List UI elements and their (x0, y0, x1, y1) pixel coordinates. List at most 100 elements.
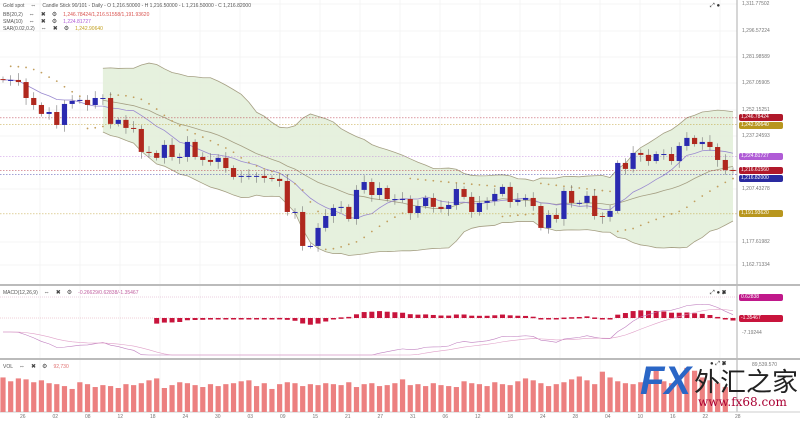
sar-dot (470, 183, 473, 186)
sar-dot (363, 236, 366, 239)
volume-bar (522, 378, 529, 412)
sar-dot (447, 181, 450, 184)
macd-histogram-bar (461, 314, 467, 318)
macd-panel-tools: ⤢ ● ✖ (710, 290, 726, 297)
macd-histogram-bar (415, 314, 421, 318)
candle-body (361, 182, 367, 190)
link-icon[interactable]: ⇔ (30, 3, 37, 9)
sar-dot (670, 213, 673, 215)
sar-dot (101, 125, 104, 128)
volume-bar (269, 388, 275, 412)
candle-body (561, 190, 567, 219)
macd-histogram-bar (576, 316, 582, 319)
sar-dot (601, 189, 604, 192)
close-icon[interactable]: ✖ (721, 361, 727, 367)
link-icon[interactable]: ⇔ (43, 289, 50, 296)
x-axis-label: 28 (735, 414, 741, 420)
dot-icon[interactable]: ● (710, 361, 714, 367)
sar-dot (48, 76, 51, 79)
macd-histogram-bar (284, 318, 290, 320)
symbol-label: Gold spot (3, 3, 25, 9)
price-axis-label: 1,162.71334 (742, 262, 770, 268)
volume-bar (8, 381, 14, 412)
candle-body (292, 211, 298, 213)
candle-body (146, 151, 152, 153)
sar-dot (624, 229, 627, 231)
candle-body (676, 145, 682, 162)
gear-icon[interactable]: ⚙ (63, 26, 70, 32)
candle-body (100, 97, 106, 99)
macd-histogram-bar (438, 315, 444, 318)
dot-icon[interactable]: ● (716, 3, 721, 9)
macd-histogram-bar (661, 311, 667, 318)
candle-body (277, 178, 283, 181)
candle-body (691, 137, 698, 145)
candle-body (407, 199, 413, 214)
gear-icon[interactable]: ⚙ (51, 19, 58, 25)
macd-histogram-bar (453, 314, 459, 318)
volume-bar (253, 386, 260, 412)
link-icon[interactable]: ⇔ (19, 363, 26, 370)
dot-icon[interactable]: ● (716, 290, 721, 296)
link-icon[interactable]: ⇔ (28, 18, 35, 25)
volume-bar (107, 386, 114, 412)
volume-bar (484, 386, 490, 412)
sar-dot (347, 243, 350, 246)
close-icon[interactable]: ✖ (721, 290, 727, 296)
close-icon[interactable]: ✖ (55, 290, 61, 296)
candle-body (223, 157, 229, 169)
link-icon[interactable]: ⇔ (28, 11, 35, 18)
sar-dot (393, 216, 396, 219)
volume-bar (515, 381, 521, 412)
x-axis-label: 27 (377, 414, 384, 420)
volume-bar (61, 386, 68, 412)
candle-body (545, 214, 552, 228)
macd-histogram-bar (476, 315, 482, 318)
volume-panel-tools: ● ⤢ ✖ (710, 361, 726, 368)
volume-bar (476, 384, 483, 412)
expand-icon[interactable]: ⤢ (710, 3, 715, 9)
macd-histogram-bar (292, 318, 298, 321)
sar-dot (586, 188, 588, 190)
close-icon[interactable]: ✖ (52, 26, 58, 32)
candle-body (107, 97, 114, 124)
candle-body (715, 147, 721, 160)
close-icon[interactable]: ✖ (40, 12, 46, 18)
macd-histogram-bar (499, 314, 505, 318)
bollinger-lower (102, 131, 734, 256)
expand-icon[interactable]: ⤢ (715, 361, 721, 367)
x-axis-label: 02 (52, 414, 59, 420)
gear-icon[interactable]: ⚙ (42, 364, 48, 370)
volume-bar (261, 383, 267, 412)
expand-icon[interactable]: ⤢ (710, 290, 715, 296)
close-icon[interactable]: ✖ (31, 364, 37, 370)
candle-body (131, 127, 137, 129)
sar-dot (340, 246, 343, 248)
volume-bar (507, 385, 513, 412)
ohlc-info: Candle Stick 90/101 - Daily - O 1,216.50… (42, 3, 251, 9)
candle-body (384, 187, 390, 200)
x-axis-label: 12 (475, 414, 481, 420)
sar-dot (355, 240, 358, 243)
candle-body (253, 175, 260, 177)
macd-histogram-bar (261, 318, 267, 320)
sar-dot (301, 189, 304, 191)
volume-bar (277, 384, 283, 412)
x-axis-label: 06 (442, 414, 449, 420)
candle-body (569, 190, 575, 203)
gear-icon[interactable]: ⚙ (66, 290, 73, 296)
bollinger-upper (102, 62, 734, 182)
indicator-name: MACD(12,26,9) (3, 289, 38, 296)
close-icon[interactable]: ✖ (40, 19, 46, 25)
volume-bar (31, 382, 37, 412)
macd-histogram-bar (530, 316, 536, 319)
link-icon[interactable]: ⇔ (40, 25, 47, 32)
watermark-url: www.fx68.com (698, 395, 787, 409)
macd-header: MACD(12,26,9) ⇔ ✖ ⚙ -0.26629/0.62838/-1.35… (3, 289, 139, 297)
candle-body (238, 175, 244, 177)
x-axis-label: 15 (312, 414, 319, 420)
candle-body (399, 199, 406, 201)
gear-icon[interactable]: ⚙ (51, 12, 58, 18)
volume-bar (154, 378, 160, 412)
